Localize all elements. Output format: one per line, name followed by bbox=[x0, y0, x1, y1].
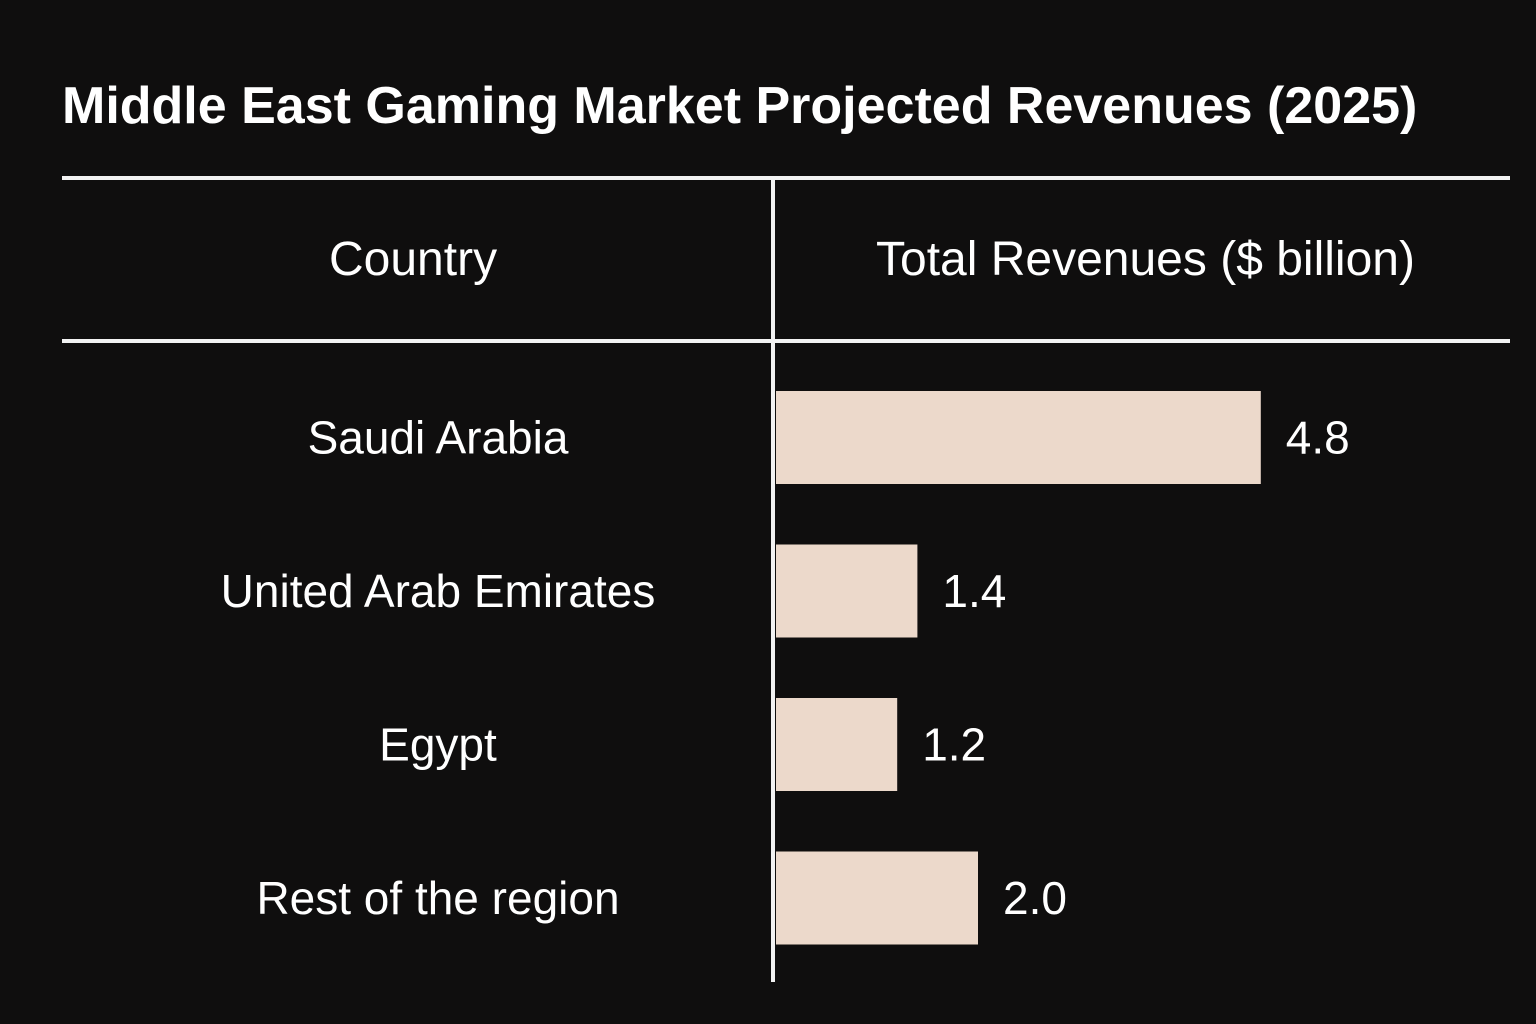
revenue-column-header: Total Revenues ($ billion) bbox=[876, 233, 1415, 286]
revenue-bar bbox=[776, 698, 898, 791]
table-header-rule bbox=[62, 339, 1510, 343]
bar-value-label: 2.0 bbox=[1003, 872, 1067, 924]
bar-value-label: 4.8 bbox=[1286, 412, 1350, 464]
category-label: Egypt bbox=[379, 719, 497, 771]
bar-value-label: 1.4 bbox=[942, 565, 1006, 617]
category-label: United Arab Emirates bbox=[221, 565, 656, 617]
country-column-header: Country bbox=[329, 233, 498, 286]
bar-value-label: 1.2 bbox=[922, 719, 986, 771]
revenue-bar bbox=[776, 851, 978, 945]
revenue-bar bbox=[776, 391, 1261, 484]
category-label: Rest of the region bbox=[256, 872, 619, 924]
category-label: Saudi Arabia bbox=[308, 412, 569, 464]
table-top-rule bbox=[62, 176, 1510, 180]
column-divider bbox=[771, 178, 775, 982]
revenue-bar bbox=[776, 544, 918, 638]
chart-title: Middle East Gaming Market Projected Reve… bbox=[62, 77, 1418, 135]
